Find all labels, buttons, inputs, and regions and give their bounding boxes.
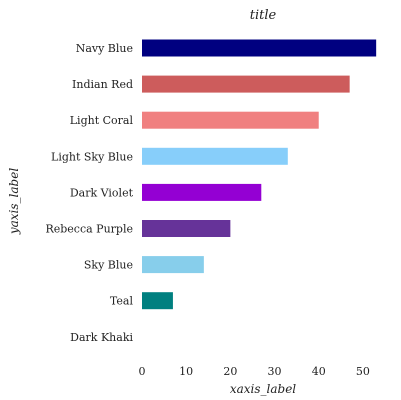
bar-dark-violet: [142, 183, 262, 201]
bar-teal: [142, 292, 173, 310]
y-tick-label-light-coral: Light Coral: [70, 114, 134, 127]
bar-rebecca-purple: [142, 220, 231, 237]
bar-sky-blue: [142, 256, 204, 274]
x-tick-label-20: 20: [223, 365, 237, 378]
chart-title: title: [250, 8, 277, 23]
bar-light-sky-blue: [142, 147, 288, 165]
y-tick-label-teal: Teal: [110, 295, 134, 308]
y-tick-label-rebecca-purple: Rebecca Purple: [45, 223, 133, 236]
y-tick-label-indian-red: Indian Red: [72, 78, 133, 91]
y-tick-labels: Dark Khaki Teal Sky Blue Rebecca Purple Dark…: [45, 42, 133, 344]
y-tick-label-dark-violet: Dark Violet: [70, 186, 134, 199]
y-tick-label-sky-blue: Sky Blue: [84, 259, 133, 272]
y-axis-label: yaxis_label: [7, 168, 21, 235]
x-tick-labels: 0 10 20 30 40 50: [139, 365, 370, 378]
y-tick-label-navy-blue: Navy Blue: [76, 42, 133, 55]
bar-light-coral: [142, 111, 319, 129]
x-axis-label: xaxis_label: [230, 382, 296, 396]
x-tick-label-0: 0: [139, 365, 146, 378]
x-tick-label-50: 50: [356, 365, 370, 378]
bar-indian-red: [142, 75, 350, 93]
x-tick-label-40: 40: [312, 365, 326, 378]
y-tick-label-dark-khaki: Dark Khaki: [70, 331, 133, 344]
x-tick-label-30: 30: [268, 365, 282, 378]
x-tick-label-10: 10: [179, 365, 193, 378]
bar-navy-blue: [142, 39, 377, 57]
bar-group: [142, 39, 377, 310]
y-tick-label-light-sky-blue: Light Sky Blue: [51, 150, 133, 163]
